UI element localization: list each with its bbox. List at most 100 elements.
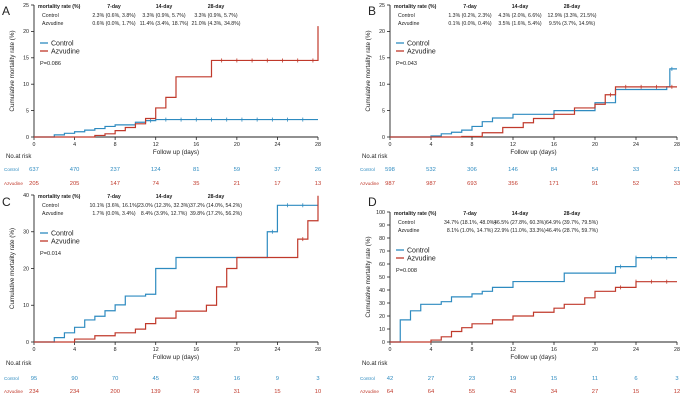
table-cell: 46.5% (27.8%, 60.3%) xyxy=(494,220,546,226)
x-tick-label: 16 xyxy=(193,347,199,353)
p-value: P=0.008 xyxy=(396,268,417,274)
table-cell: Azvudine xyxy=(42,21,63,27)
table-header: mortality rate (%) xyxy=(394,4,437,10)
risk-label-control: Control xyxy=(4,376,19,381)
risk-count-control: 598 xyxy=(385,167,395,173)
y-tick-label: 15 xyxy=(379,56,385,62)
table-cell: Azvudine xyxy=(398,21,419,27)
table-cell: 12.9% (3.3%, 21.5%) xyxy=(547,13,596,19)
risk-count-azvudine: 205 xyxy=(29,181,39,187)
x-tick-label: 16 xyxy=(551,347,557,353)
km-line-azvudine xyxy=(390,281,677,343)
table-cell: 37.2% (14.0%, 54.2%) xyxy=(190,203,242,209)
x-tick-label: 4 xyxy=(430,142,433,148)
x-tick-label: 20 xyxy=(592,347,598,353)
panel-b: B 0 5 10 15 20 25 0 4 8 12 16 20 24 28 Cumulative morta… xyxy=(360,3,680,187)
x-tick-label: 8 xyxy=(114,142,117,148)
table-cell: 23.0% (12.3%, 32.3%) xyxy=(138,203,190,209)
x-tick-label: 12 xyxy=(510,142,516,148)
risk-count-control: 237 xyxy=(110,167,120,173)
y-tick-label: 40 xyxy=(379,288,385,294)
risk-count-control: 11 xyxy=(592,376,598,382)
y-tick-label: 25 xyxy=(23,3,29,9)
risk-count-azvudine: 987 xyxy=(426,181,436,187)
table-cell: 34.7% (18.1%, 48.0%) xyxy=(444,220,496,226)
risk-label-azvudine: Azvudine xyxy=(4,389,23,394)
risk-count-azvudine: 91 xyxy=(592,181,598,187)
x-tick-label: 0 xyxy=(389,142,392,148)
risk-count-azvudine: 64 xyxy=(387,389,394,395)
y-tick-label: 25 xyxy=(379,3,385,9)
risk-label-control: Control xyxy=(4,167,19,172)
risk-count-control: 3 xyxy=(316,376,319,382)
table-cell: 8.1% (1.0%, 14.7%) xyxy=(447,228,493,234)
table-header: 28-day xyxy=(208,194,225,200)
x-tick-label: 8 xyxy=(114,347,117,353)
km-line-control xyxy=(34,204,318,343)
y-tick-label: 10 xyxy=(379,82,385,88)
km-line-azvudine xyxy=(34,26,319,138)
table-header: 28-day xyxy=(564,4,581,10)
table-cell: 64.9% (39.7%, 79.5%) xyxy=(546,220,598,226)
risk-count-control: 21 xyxy=(674,167,680,173)
table-cell: 11.4% (3.4%, 18.7%) xyxy=(140,21,189,27)
y-tick-label: 20 xyxy=(379,29,385,35)
legend-label-azvudine: Azvudine xyxy=(51,239,80,246)
risk-count-azvudine: 74 xyxy=(152,181,159,187)
table-cell: 8.4% (3.9%, 12.7%) xyxy=(141,211,187,217)
panel-a: A 0 5 10 15 20 25 0 4 8 12 16 20 24 28 Cumulative morta… xyxy=(2,3,321,187)
panel-label: D xyxy=(368,195,377,209)
table-header: 7-day xyxy=(463,4,477,10)
km-line-control xyxy=(390,68,677,138)
table-cell: 4.3% (2.0%, 6.6%) xyxy=(498,13,542,19)
y-tick-label: 40 xyxy=(23,193,29,199)
table-cell: 1.3% (0.2%, 2.3%) xyxy=(448,13,492,19)
x-tick-label: 0 xyxy=(389,347,392,353)
table-cell: 39.8% (17.2%, 56.2%) xyxy=(190,211,242,217)
risk-count-control: 90 xyxy=(71,376,77,382)
table-header: 28-day xyxy=(564,211,581,217)
y-axis-label: Cumulative mortality rate (%) xyxy=(365,236,372,317)
risk-count-control: 54 xyxy=(592,167,599,173)
x-tick-label: 8 xyxy=(471,347,474,353)
table-cell: 3.3% (0.9%, 5.7%) xyxy=(142,13,186,19)
table-cell: Control xyxy=(398,13,415,19)
p-value: P=0.014 xyxy=(40,251,61,257)
table-cell: Azvudine xyxy=(398,228,419,234)
x-tick-label: 16 xyxy=(551,142,557,148)
y-tick-label: 50 xyxy=(379,275,385,281)
x-tick-label: 0 xyxy=(33,142,36,148)
risk-count-control: 124 xyxy=(151,167,161,173)
table-cell: Azvudine xyxy=(42,211,63,217)
panel-d: D 0 10 20 30 40 50 60 70 80 90 100 0 4 8 12 16 20 24 28 Cumu… xyxy=(360,195,680,395)
risk-count-control: 33 xyxy=(633,167,639,173)
risk-count-azvudine: 987 xyxy=(385,181,395,187)
risk-count-control: 42 xyxy=(387,376,393,382)
table-cell: Control xyxy=(42,13,59,19)
y-tick-label: 10 xyxy=(23,82,29,88)
km-line-azvudine xyxy=(390,86,677,138)
table-cell: 0.6% (0.0%, 1.7%) xyxy=(92,21,136,27)
legend-label-control: Control xyxy=(51,231,74,238)
risk-count-control: 28 xyxy=(193,376,199,382)
x-tick-label: 12 xyxy=(153,347,159,353)
risk-label-azvudine: Azvudine xyxy=(4,181,23,186)
y-axis-label: Cumulative mortality rate (%) xyxy=(365,30,372,111)
table-cell: 21.0% (4.3%, 34.8%) xyxy=(191,21,240,27)
legend-label-control: Control xyxy=(407,41,430,48)
p-value: P=0.043 xyxy=(396,61,417,67)
table-cell: 0.1% (0.0%, 0.4%) xyxy=(448,21,492,27)
risk-count-azvudine: 205 xyxy=(70,181,80,187)
x-tick-label: 12 xyxy=(153,142,159,148)
x-tick-label: 12 xyxy=(510,347,516,353)
risk-header: No.at risk xyxy=(6,361,32,367)
table-cell: 1.7% (0.0%, 3.4%) xyxy=(92,211,136,217)
legend-label-azvudine: Azvudine xyxy=(407,256,436,263)
risk-count-azvudine: 64 xyxy=(428,389,435,395)
y-tick-label: 70 xyxy=(379,249,385,255)
risk-count-azvudine: 15 xyxy=(633,389,639,395)
risk-label-azvudine: Azvudine xyxy=(360,181,379,186)
risk-count-control: 37 xyxy=(274,167,280,173)
risk-header: No.at risk xyxy=(362,154,388,160)
x-tick-label: 28 xyxy=(674,347,680,353)
